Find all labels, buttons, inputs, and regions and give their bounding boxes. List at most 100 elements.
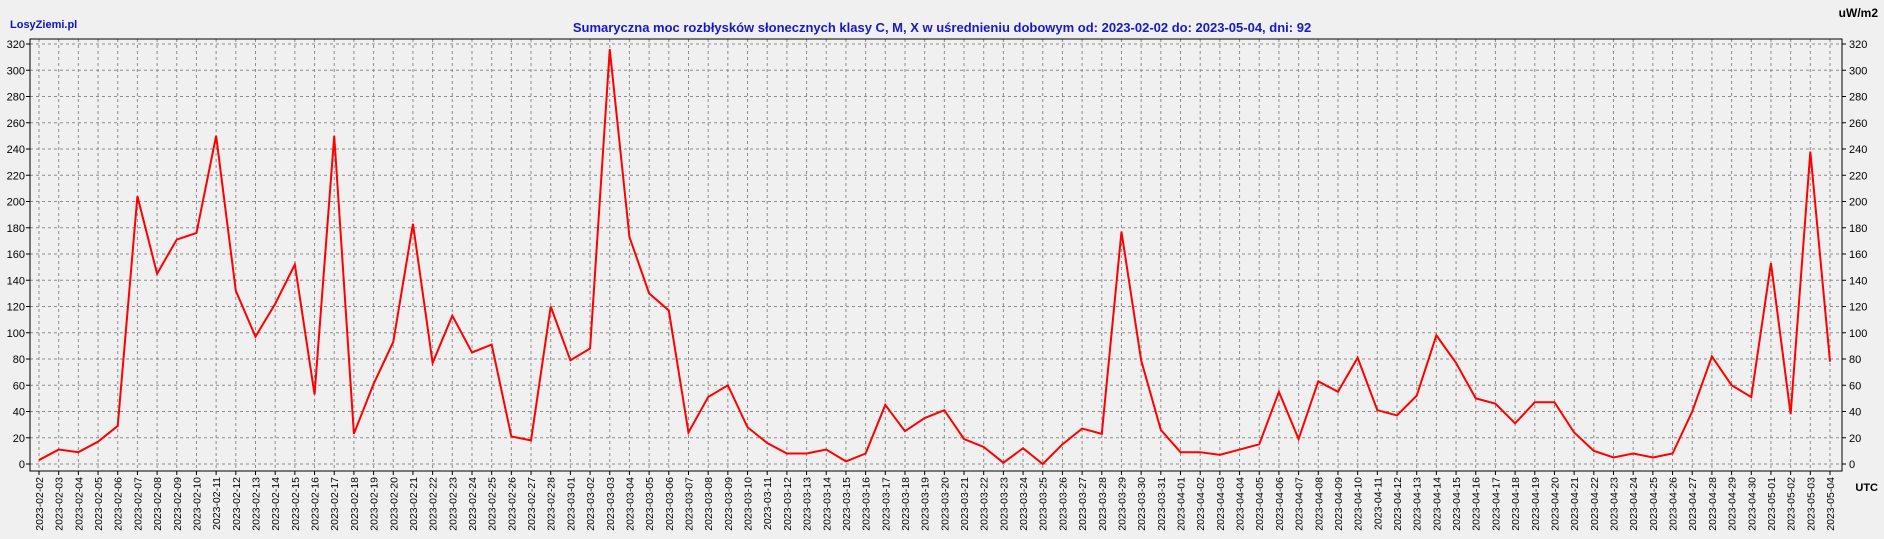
- y-tick-label-right: 160: [1849, 249, 1867, 261]
- y-tick-label-left: 320: [7, 39, 25, 51]
- y-tick-label-right: 200: [1849, 197, 1867, 209]
- x-tick-label: 2023-03-04: [624, 477, 636, 531]
- y-tick-label-right: 40: [1849, 407, 1861, 419]
- x-tick-label: 2023-04-28: [1707, 477, 1719, 531]
- x-tick-label: 2023-04-11: [1372, 477, 1384, 530]
- x-tick-label: 2023-02-18: [349, 477, 361, 531]
- x-tick-label: 2023-02-07: [132, 477, 144, 531]
- x-tick-label: 2023-02-08: [152, 477, 164, 531]
- x-tick-label: 2023-02-05: [93, 477, 105, 531]
- x-tick-label: 2023-05-04: [1825, 477, 1837, 531]
- x-tick-label: 2023-03-17: [880, 477, 892, 531]
- y-tick-label-left: 300: [7, 65, 25, 77]
- y-tick-label-right: 60: [1849, 380, 1861, 392]
- x-tick-label: 2023-04-19: [1530, 477, 1542, 531]
- x-tick-label: 2023-03-12: [782, 477, 794, 531]
- x-tick-label: 2023-02-03: [54, 477, 66, 531]
- x-tick-label: 2023-04-26: [1668, 477, 1680, 531]
- x-tick-label: 2023-02-26: [506, 477, 518, 531]
- x-tick-label: 2023-03-11: [762, 477, 774, 530]
- axes: 0 0 20 20 40 40 60 60 80 80 100 100 120 120 140 140 160 1…: [7, 39, 1868, 531]
- x-tick-label: 2023-03-03: [605, 477, 617, 531]
- x-tick-label: 2023-04-05: [1254, 477, 1266, 531]
- y-tick-label-right: 100: [1849, 328, 1867, 340]
- y-tick-label-right: 180: [1849, 223, 1867, 235]
- y-tick-label-right: 300: [1849, 65, 1867, 77]
- x-tick-label: 2023-04-25: [1648, 477, 1660, 531]
- x-tick-label: 2023-02-23: [447, 477, 459, 531]
- x-tick-label: 2023-03-10: [743, 477, 755, 531]
- x-tick-label: 2023-04-08: [1313, 477, 1325, 531]
- x-tick-label: 2023-02-21: [408, 477, 420, 531]
- x-tick-label: 2023-03-28: [1097, 477, 1109, 531]
- x-tick-label: 2023-04-07: [1294, 477, 1306, 531]
- y-tick-label-left: 220: [7, 170, 25, 182]
- x-tick-label: 2023-04-03: [1215, 477, 1227, 531]
- chart-title: Sumaryczna moc rozbłysków słonecznych kl…: [572, 20, 1312, 35]
- x-tick-label: 2023-05-01: [1766, 477, 1778, 531]
- x-tick-label: 2023-02-16: [310, 477, 322, 531]
- x-tick-label: 2023-02-10: [191, 477, 203, 531]
- y-tick-label-right: 80: [1849, 354, 1861, 366]
- site-logo[interactable]: LosyZiemi.pl: [10, 19, 78, 31]
- x-tick-label: 2023-03-09: [723, 477, 735, 531]
- x-tick-label: 2023-04-29: [1727, 477, 1739, 531]
- y-tick-label-right: 120: [1849, 302, 1867, 314]
- x-tick-label: 2023-02-28: [546, 477, 558, 531]
- x-tick-label: 2023-04-09: [1333, 477, 1345, 531]
- x-tick-label: 2023-04-21: [1569, 477, 1581, 531]
- y-tick-label-left: 120: [7, 302, 25, 314]
- x-tick-label: 2023-04-15: [1451, 477, 1463, 531]
- y-tick-label-right: 140: [1849, 275, 1867, 287]
- x-tick-label: 2023-02-06: [113, 477, 125, 531]
- x-tick-label: 2023-04-30: [1746, 477, 1758, 531]
- x-tick-label: 2023-04-10: [1353, 477, 1365, 531]
- x-tick-label: 2023-02-19: [369, 477, 381, 531]
- grid: [30, 39, 1842, 471]
- x-tick-label: 2023-04-02: [1195, 477, 1207, 531]
- y-tick-label-right: 280: [1849, 92, 1867, 104]
- x-tick-label: 2023-03-07: [683, 477, 695, 531]
- x-tick-label: 2023-03-29: [1116, 477, 1128, 531]
- y-tick-label-left: 60: [13, 380, 25, 392]
- series: [38, 49, 1831, 466]
- x-axis-unit: UTC: [1855, 482, 1878, 494]
- x-tick-label: 2023-03-19: [920, 477, 932, 531]
- x-tick-label: 2023-03-30: [1136, 477, 1148, 531]
- x-tick-label: 2023-04-23: [1609, 477, 1621, 531]
- y-tick-label-right: 220: [1849, 170, 1867, 182]
- x-tick-label: 2023-02-02: [34, 477, 46, 531]
- y-tick-label-right: 240: [1849, 144, 1867, 156]
- x-tick-label: 2023-04-17: [1490, 477, 1502, 531]
- x-tick-label: 2023-04-01: [1176, 477, 1188, 531]
- x-tick-label: 2023-03-01: [565, 477, 577, 531]
- x-tick-label: 2023-02-22: [428, 477, 440, 531]
- x-tick-label: 2023-02-13: [250, 477, 262, 531]
- x-tick-label: 2023-02-11: [211, 477, 223, 530]
- x-tick-label: 2023-02-17: [329, 477, 341, 531]
- y-tick-label-right: 260: [1849, 118, 1867, 130]
- x-tick-label: 2023-03-18: [900, 477, 912, 531]
- x-tick-label: 2023-03-05: [644, 477, 656, 531]
- plot-frame: [29, 38, 1843, 472]
- x-tick-label: 2023-03-26: [1057, 477, 1069, 531]
- y-tick-label-left: 40: [13, 407, 25, 419]
- x-tick-label: 2023-05-02: [1786, 477, 1798, 531]
- x-tick-label: 2023-03-14: [821, 477, 833, 531]
- y-tick-label-left: 240: [7, 144, 25, 156]
- x-tick-label: 2023-02-12: [231, 477, 243, 531]
- x-tick-label: 2023-03-15: [841, 477, 853, 531]
- series-line: [38, 49, 1831, 466]
- x-tick-label: 2023-04-14: [1431, 477, 1443, 531]
- x-tick-label: 2023-03-21: [959, 477, 971, 531]
- x-tick-label: 2023-04-04: [1235, 477, 1247, 531]
- y-tick-label-left: 160: [7, 249, 25, 261]
- x-tick-label: 2023-04-18: [1510, 477, 1522, 531]
- y-tick-label-right: 20: [1849, 433, 1861, 445]
- y-tick-label-left: 0: [19, 459, 25, 471]
- x-tick-label: 2023-03-16: [861, 477, 873, 531]
- x-tick-label: 2023-04-24: [1628, 477, 1640, 531]
- x-tick-label: 2023-03-13: [802, 477, 814, 531]
- x-tick-label: 2023-02-20: [388, 477, 400, 531]
